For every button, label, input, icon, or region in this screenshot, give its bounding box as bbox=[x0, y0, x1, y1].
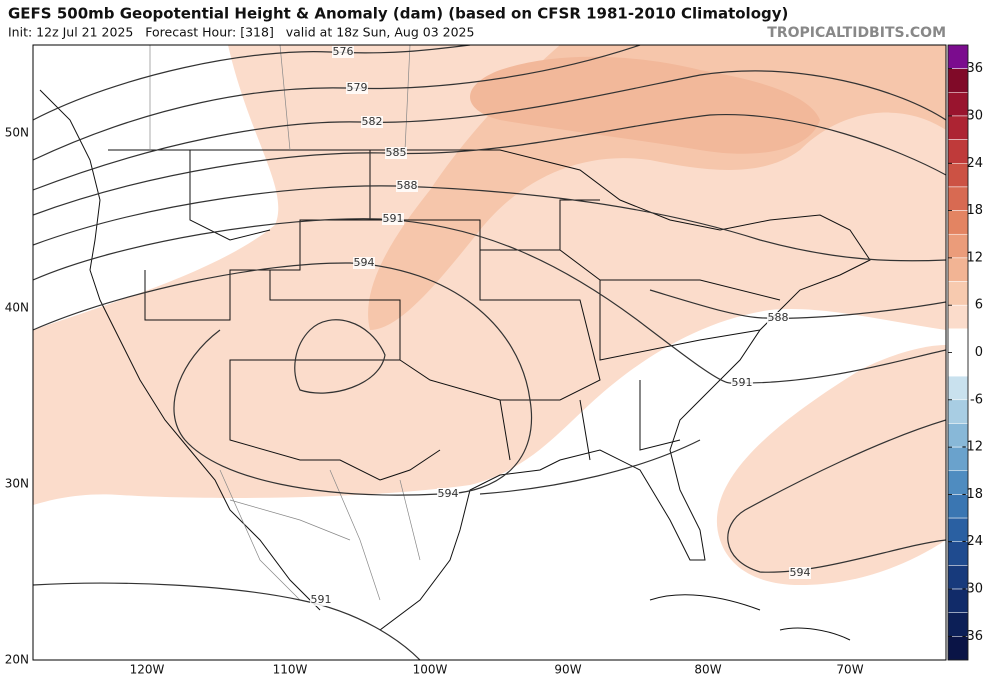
lat-label: 30N bbox=[5, 477, 29, 491]
colorbar-box bbox=[947, 304, 969, 330]
contour-591-south bbox=[33, 582, 421, 660]
contour-582 bbox=[33, 70, 946, 191]
site-credit: TROPICALTIDBITS.COM bbox=[767, 25, 946, 41]
contour-576 bbox=[33, 45, 471, 121]
colorbar-tick-label: 24 bbox=[966, 156, 983, 171]
lat-label: 50N bbox=[5, 126, 29, 140]
contour-label: 591 bbox=[311, 593, 332, 606]
contour-594-gulf bbox=[479, 439, 701, 495]
lon-label: 120W bbox=[130, 663, 165, 677]
contour-label-bg bbox=[789, 567, 811, 579]
contour-label: 576 bbox=[333, 45, 354, 58]
contour-591 bbox=[33, 218, 946, 384]
contour-label: 588 bbox=[768, 311, 789, 324]
contour-label-bg bbox=[767, 312, 789, 324]
lon-label: 90W bbox=[554, 663, 581, 677]
contour-label: 588 bbox=[397, 179, 418, 192]
lon-label: 110W bbox=[273, 663, 308, 677]
colorbar-tick-label: -24 bbox=[962, 534, 983, 549]
province-borders bbox=[149, 45, 421, 601]
anomaly-strong bbox=[470, 56, 820, 154]
coast-west bbox=[39, 89, 321, 611]
contour-594 bbox=[33, 262, 532, 496]
colorbar-tick-label: -36 bbox=[962, 629, 983, 644]
lon-label: 80W bbox=[694, 663, 721, 677]
anomaly-atlantic bbox=[716, 345, 946, 585]
contour-579 bbox=[33, 45, 641, 161]
colorbar-tick-label: 36 bbox=[966, 61, 983, 76]
contour-label: 582 bbox=[362, 115, 383, 128]
contour-label-bg bbox=[385, 147, 407, 159]
colorbar-box bbox=[947, 163, 969, 188]
colorbar-tick-label: -6 bbox=[970, 392, 983, 407]
title: GEFS 500mb Geopotential Height & Anomaly… bbox=[8, 5, 788, 23]
contour-594-atlantic bbox=[727, 419, 946, 573]
contour-label-bg bbox=[332, 46, 354, 58]
colorbar-tick-label: -18 bbox=[962, 487, 983, 502]
contour-label: 594 bbox=[790, 566, 811, 579]
lon-label: 70W bbox=[836, 663, 863, 677]
contour-label-bg bbox=[353, 257, 375, 269]
colorbar-tick-label: 18 bbox=[966, 203, 983, 218]
contour-label-bg bbox=[310, 594, 332, 606]
contour-label: 594 bbox=[438, 487, 459, 500]
contour-label-bg bbox=[361, 116, 383, 128]
colorbar-box bbox=[947, 115, 969, 140]
colorbar-box bbox=[947, 352, 969, 377]
colorbar-box bbox=[947, 375, 969, 401]
contour-label-bg bbox=[731, 377, 753, 389]
colorbar-box bbox=[947, 44, 969, 69]
map-frame bbox=[32, 44, 947, 661]
colorbar-box bbox=[947, 399, 969, 424]
colorbar-box bbox=[947, 139, 969, 164]
colorbar-tick-label: -30 bbox=[962, 582, 983, 597]
contour-label-bg bbox=[382, 213, 404, 225]
contour-label: 591 bbox=[732, 376, 753, 389]
colorbar-box bbox=[947, 68, 969, 93]
colorbar-box bbox=[947, 328, 969, 353]
contour-588 bbox=[33, 185, 946, 262]
colorbar-tick-label: 30 bbox=[966, 108, 983, 123]
contour-label: 579 bbox=[347, 81, 368, 94]
lat-label: 40N bbox=[5, 301, 29, 315]
colorbar-box bbox=[947, 257, 969, 282]
colorbar-box bbox=[947, 210, 969, 235]
contour-label: 594 bbox=[354, 256, 375, 269]
colorbar-box bbox=[947, 186, 969, 211]
contour-585 bbox=[33, 113, 946, 216]
colorbar-box bbox=[947, 233, 969, 259]
state-borders bbox=[144, 150, 781, 481]
dynamic-layer: 50N 40N 30N 20N 120W 110W 100W 90W 80W 70W 576 579 5… bbox=[5, 44, 983, 677]
contour-label-bg bbox=[396, 180, 418, 192]
colorbar-box bbox=[947, 92, 969, 117]
subtitle: Init: 12z Jul 21 2025 Forecast Hour: [31… bbox=[8, 25, 474, 40]
contour-597 bbox=[294, 319, 386, 394]
lat-label: 20N bbox=[5, 653, 29, 667]
contour-label-bg bbox=[437, 488, 459, 500]
contour-label-bg bbox=[346, 82, 368, 94]
colorbar-tick-label: -12 bbox=[962, 440, 983, 455]
colorbar-box bbox=[947, 281, 969, 306]
colorbar-tick-label: 6 bbox=[975, 298, 983, 313]
caribbean-islands bbox=[649, 594, 851, 641]
colorbar-tick-label: 0 bbox=[975, 345, 983, 360]
contour-label: 591 bbox=[383, 212, 404, 225]
coast-east bbox=[108, 149, 871, 631]
lon-label: 100W bbox=[413, 663, 448, 677]
colorbar-tick-label: 12 bbox=[966, 250, 983, 265]
map-area bbox=[32, 44, 947, 661]
contour-label: 585 bbox=[386, 146, 407, 159]
